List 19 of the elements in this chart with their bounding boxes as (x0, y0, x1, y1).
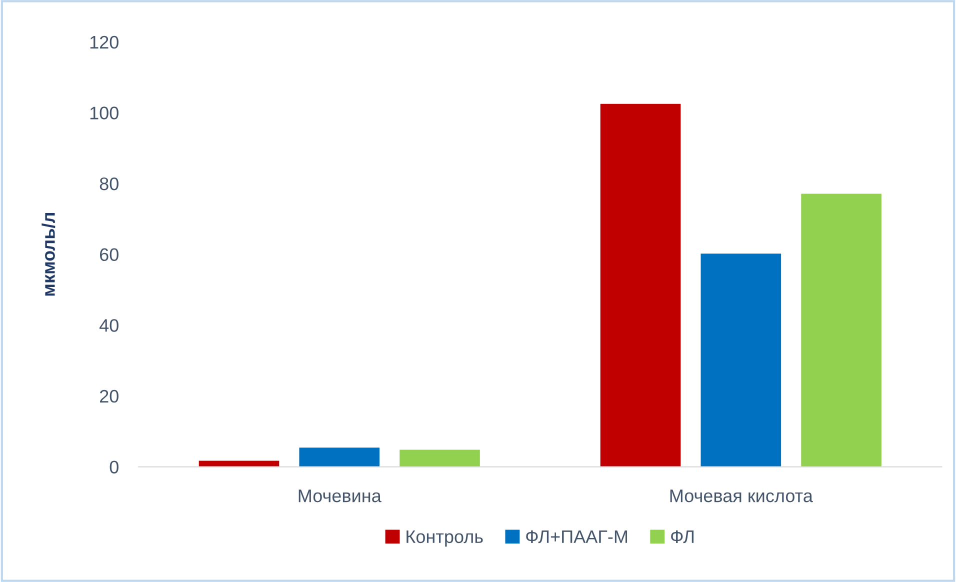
legend-label: Контроль (406, 530, 483, 547)
bar (299, 448, 380, 467)
x-tick-label: Мочевина (298, 490, 382, 502)
bar (700, 254, 782, 467)
bar (198, 460, 280, 467)
y-tick-label: 40 (100, 319, 118, 332)
y-tick-label: 20 (100, 390, 118, 403)
legend-label: ФЛ+ПААГ-М (526, 530, 628, 544)
legend-label: ФЛ (671, 530, 694, 544)
x-tick-label: Мочевая кислота (670, 490, 813, 502)
bar (600, 104, 681, 467)
y-tick-label: 100 (90, 106, 118, 120)
y-tick-label: 60 (100, 248, 118, 262)
y-tick-label: 0 (110, 460, 118, 474)
y-tick-label: 120 (90, 36, 118, 49)
bar (801, 194, 882, 467)
y-tick-label: 80 (100, 177, 118, 190)
y-axis-title: мкмоль/л (42, 213, 56, 296)
bar (400, 450, 480, 467)
